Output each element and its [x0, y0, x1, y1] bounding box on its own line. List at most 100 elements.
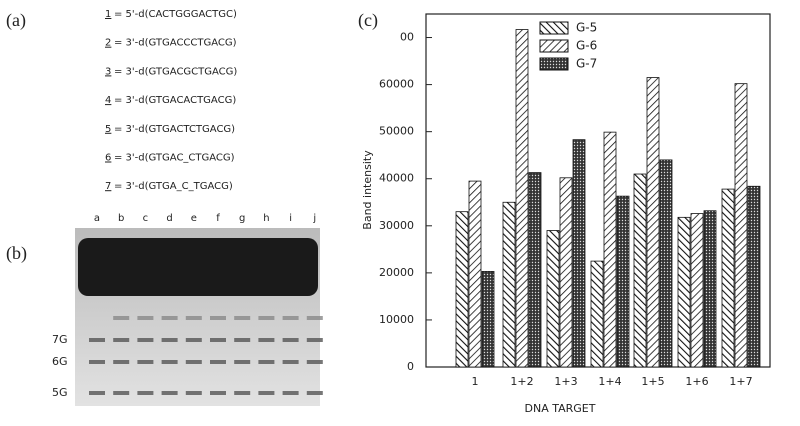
gel-band	[113, 391, 130, 395]
sequence-text: = 3'-d(GTGACACTGACG)	[114, 95, 236, 106]
x-tick-label: 1	[472, 375, 479, 388]
bar	[515, 29, 529, 368]
lane-label: d	[166, 213, 172, 224]
gel-band	[234, 391, 251, 395]
gel-band	[137, 360, 154, 364]
panel-label: (c)	[358, 10, 378, 31]
sequence-text: = 5'-d(CACTGGGACTGC)	[114, 9, 237, 20]
y-tick-label: 10000	[379, 313, 414, 326]
bar	[747, 185, 761, 368]
gel-band	[113, 360, 130, 364]
sequence-number: 4	[105, 95, 111, 106]
gel-band	[137, 338, 154, 342]
band-label: 7G	[52, 333, 68, 346]
x-tick-label: 1+3	[554, 375, 577, 388]
bar	[646, 77, 660, 368]
bar	[703, 210, 717, 368]
gel-band	[89, 391, 105, 395]
gel-band	[282, 338, 299, 342]
legend-swatch	[539, 39, 569, 53]
lane-label: h	[263, 213, 269, 224]
gel-band	[258, 316, 275, 320]
gel-band	[137, 316, 154, 320]
bar	[616, 195, 630, 368]
gel-band	[210, 391, 226, 395]
gel-band	[258, 360, 275, 364]
y-tick-label: 50000	[379, 125, 414, 138]
bar	[559, 177, 573, 368]
legend-swatch	[539, 57, 569, 71]
bar	[659, 159, 673, 368]
gel-band	[306, 338, 323, 342]
bar	[528, 172, 542, 368]
bar	[590, 260, 604, 368]
gel-band	[210, 338, 226, 342]
lane-label: a	[94, 213, 100, 224]
gel-band	[185, 316, 202, 320]
x-tick-label: 1+7	[729, 375, 752, 388]
lane-label: b	[118, 213, 124, 224]
bar	[734, 83, 748, 368]
sequence-number: 7	[105, 181, 111, 192]
sequence-text: = 3'-d(GTGACGCTGACG)	[114, 66, 237, 77]
gel-band	[185, 360, 202, 364]
x-tick-label: 1+6	[685, 375, 708, 388]
sequence-number: 1	[105, 9, 111, 20]
bar	[603, 131, 617, 368]
gel-band	[113, 338, 130, 342]
gel-band	[282, 391, 299, 395]
sequence-text: = 3'-d(GTGACTCTGACG)	[114, 124, 235, 135]
x-axis-label: DNA TARGET	[525, 402, 596, 415]
sequence-list: 1 = 5'-d(CACTGGGACTGC) 2 = 3'-d(GTGACCCTGAC…	[105, 9, 237, 192]
gel-band	[161, 338, 178, 342]
bar	[690, 213, 704, 368]
sequence-number: 3	[105, 66, 111, 77]
panel-label: (b)	[6, 243, 27, 264]
y-tick-label: 00	[400, 31, 414, 44]
gel-band	[306, 316, 323, 320]
gel-band	[161, 316, 178, 320]
gel-image: a b c d e f g h i j 7G 6G 5G	[52, 213, 323, 406]
gel-band	[185, 338, 202, 342]
bar	[481, 271, 495, 368]
bar	[677, 216, 691, 368]
bar	[502, 201, 516, 368]
legend-swatch	[539, 21, 569, 35]
gel-band	[234, 360, 251, 364]
lane-label: j	[312, 213, 316, 224]
gel-band	[306, 391, 323, 395]
y-tick-label: 60000	[379, 78, 414, 91]
sequence-text: = 3'-d(GTGA_C_TGACG)	[114, 181, 233, 192]
gel-band	[234, 338, 251, 342]
sequence-text: = 3'-d(GTGAC_CTGACG)	[114, 153, 235, 164]
panel-label: (a)	[6, 10, 26, 31]
band-label: 6G	[52, 355, 68, 368]
gel-band	[306, 360, 323, 364]
gel-band	[161, 391, 178, 395]
gel-band	[137, 391, 154, 395]
y-tick-label: 20000	[379, 266, 414, 279]
gel-band	[282, 316, 299, 320]
lane-label: g	[239, 213, 245, 224]
sequence-number: 5	[105, 124, 111, 135]
x-tick-label: 1+5	[641, 375, 664, 388]
gel-band	[258, 338, 275, 342]
gel-band	[89, 360, 105, 364]
gel-band	[210, 316, 226, 320]
gel-band	[161, 360, 178, 364]
bar	[721, 188, 735, 368]
bar	[633, 173, 647, 368]
gel-band	[185, 391, 202, 395]
y-tick-label: 30000	[379, 219, 414, 232]
bar	[572, 139, 586, 368]
y-tick-label: 0	[407, 360, 414, 373]
bar	[468, 180, 482, 368]
y-tick-label: 40000	[379, 172, 414, 185]
x-tick-label: 1+4	[598, 375, 621, 388]
gel-band	[258, 391, 275, 395]
gel-band	[282, 360, 299, 364]
gel-band	[210, 360, 226, 364]
legend-label: G-6	[576, 39, 597, 53]
lane-label: i	[289, 213, 292, 224]
